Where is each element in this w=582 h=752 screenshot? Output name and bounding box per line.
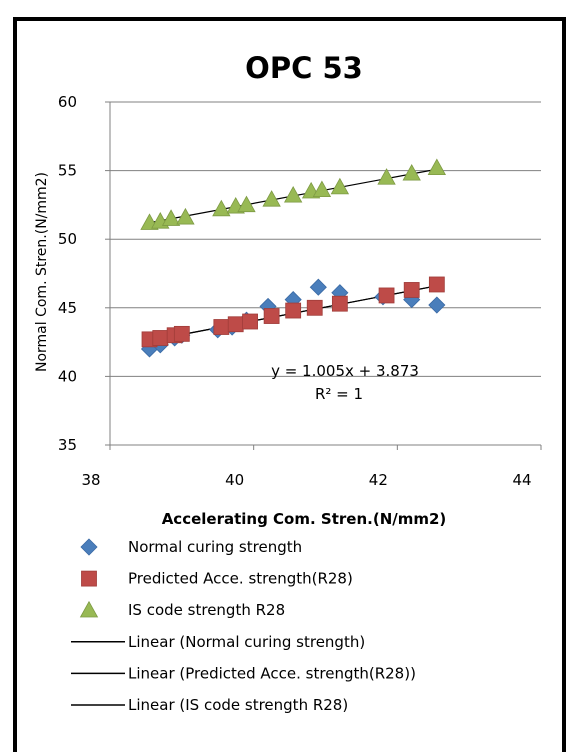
y-tick-label: 55 xyxy=(58,162,77,180)
data-points xyxy=(140,158,447,358)
triangle-point xyxy=(402,164,421,181)
square-point xyxy=(285,302,302,319)
legend-marker-triangle xyxy=(79,600,99,618)
r-squared-label: R² = 1 xyxy=(315,385,363,403)
legend-marker-diamond xyxy=(80,538,98,556)
diamond-point xyxy=(309,278,327,296)
legend-label: Linear (IS code strength R28) xyxy=(128,696,348,714)
legend-label: IS code strength R28 xyxy=(128,601,285,619)
square-point xyxy=(242,313,258,330)
chart-frame xyxy=(13,17,566,752)
square-point xyxy=(331,295,348,312)
y-tick-label: 60 xyxy=(58,93,77,111)
legend-label: Linear (Predicted Acce. strength(R28)) xyxy=(128,664,416,682)
chart-title: OPC 53 xyxy=(245,51,363,85)
trendline-equation: y = 1.005x + 3.873 xyxy=(271,362,419,380)
triangle-point xyxy=(237,195,256,213)
y-tick-label: 50 xyxy=(58,230,77,248)
y-axis-title: Normal Com. Stren.(N/mm2) xyxy=(34,172,50,372)
x-tick-label: 42 xyxy=(369,471,388,489)
square-point xyxy=(173,325,190,342)
axes: 35 40 45 50 55 60 38 40 42 44 xyxy=(58,93,542,489)
square-point xyxy=(306,299,323,316)
square-point xyxy=(263,308,280,324)
legend-marker-square xyxy=(81,570,97,587)
y-tick-label: 45 xyxy=(58,299,77,317)
legend-label: Predicted Acce. strength(R28) xyxy=(128,570,353,588)
y-tick-label: 35 xyxy=(58,436,77,454)
triangle-point xyxy=(262,190,281,207)
x-tick-label: 40 xyxy=(225,471,244,489)
triangle-point xyxy=(377,168,396,185)
triangle-point xyxy=(330,177,350,195)
triangle-point xyxy=(427,158,447,176)
legend: Normal curing strength Predicted Acce. st… xyxy=(71,538,416,714)
square-point xyxy=(378,287,395,304)
square-point xyxy=(227,316,244,333)
triangle-point xyxy=(176,207,195,225)
triangle-point xyxy=(312,180,332,198)
triangle-point xyxy=(161,209,181,226)
triangle-point xyxy=(212,199,231,217)
square-point xyxy=(152,330,169,346)
x-tick-label: 44 xyxy=(512,471,531,489)
legend-label: Linear (Normal curing strength) xyxy=(128,633,365,651)
diamond-point xyxy=(428,296,446,314)
square-point xyxy=(403,282,420,298)
square-point xyxy=(213,319,230,335)
x-axis-title: Accelerating Com. Stren.(N/mm2) xyxy=(162,510,447,528)
y-tick-label: 40 xyxy=(58,367,77,385)
x-tick-label: 38 xyxy=(81,471,100,489)
legend-label: Normal curing strength xyxy=(128,538,302,556)
triangle-point xyxy=(283,185,303,203)
square-point xyxy=(428,276,445,293)
